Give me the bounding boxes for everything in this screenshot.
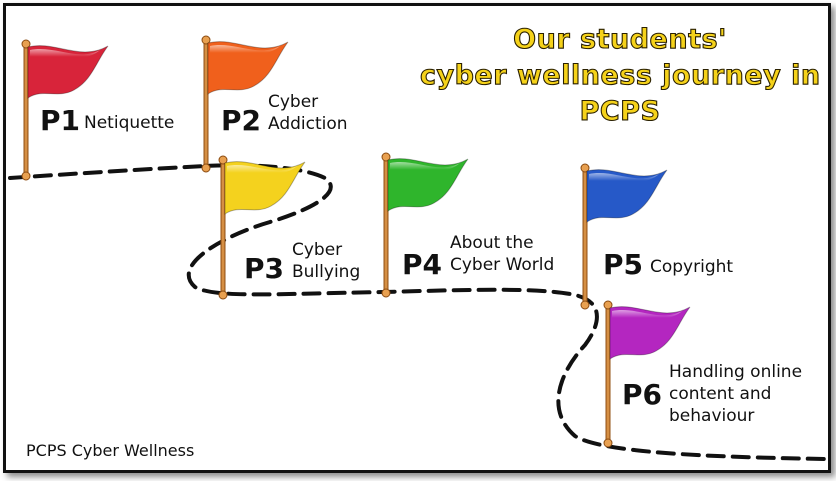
stage-p2-code: P2 xyxy=(221,104,262,137)
stage-p5-topic: Copyright xyxy=(650,257,734,277)
flag-p2 xyxy=(201,35,289,173)
footer-label: PCPS Cyber Wellness xyxy=(26,441,195,460)
slide-frame xyxy=(3,3,831,473)
journey-title: Our students' cyber wellness journey in … xyxy=(419,22,821,130)
stage-p2-topic: Cyber Addiction xyxy=(268,92,348,134)
stage-p3-code: P3 xyxy=(244,252,285,285)
stage-p5-code: P5 xyxy=(603,248,644,281)
flag-p4 xyxy=(381,152,469,298)
title-line-3: PCPS xyxy=(579,95,661,127)
stage-p4-code: P4 xyxy=(402,248,443,281)
stage-p1-code: P1 xyxy=(40,104,81,137)
flag-p5 xyxy=(580,163,668,310)
stage-p3-topic: Cyber Bullying xyxy=(292,240,361,282)
stage-p6-topic: Handling online content and behaviour xyxy=(669,362,803,426)
title-line-1: Our students' xyxy=(513,23,727,55)
flag-p6 xyxy=(603,300,691,448)
title-line-2: cyber wellness journey in xyxy=(419,59,821,91)
flag-p1 xyxy=(21,39,109,181)
stage-p6-code: P6 xyxy=(622,378,663,411)
stage-p4-topic: About the Cyber World xyxy=(450,233,555,275)
flag-p3 xyxy=(218,155,306,300)
stage-p1-topic: Netiquette xyxy=(84,113,175,133)
